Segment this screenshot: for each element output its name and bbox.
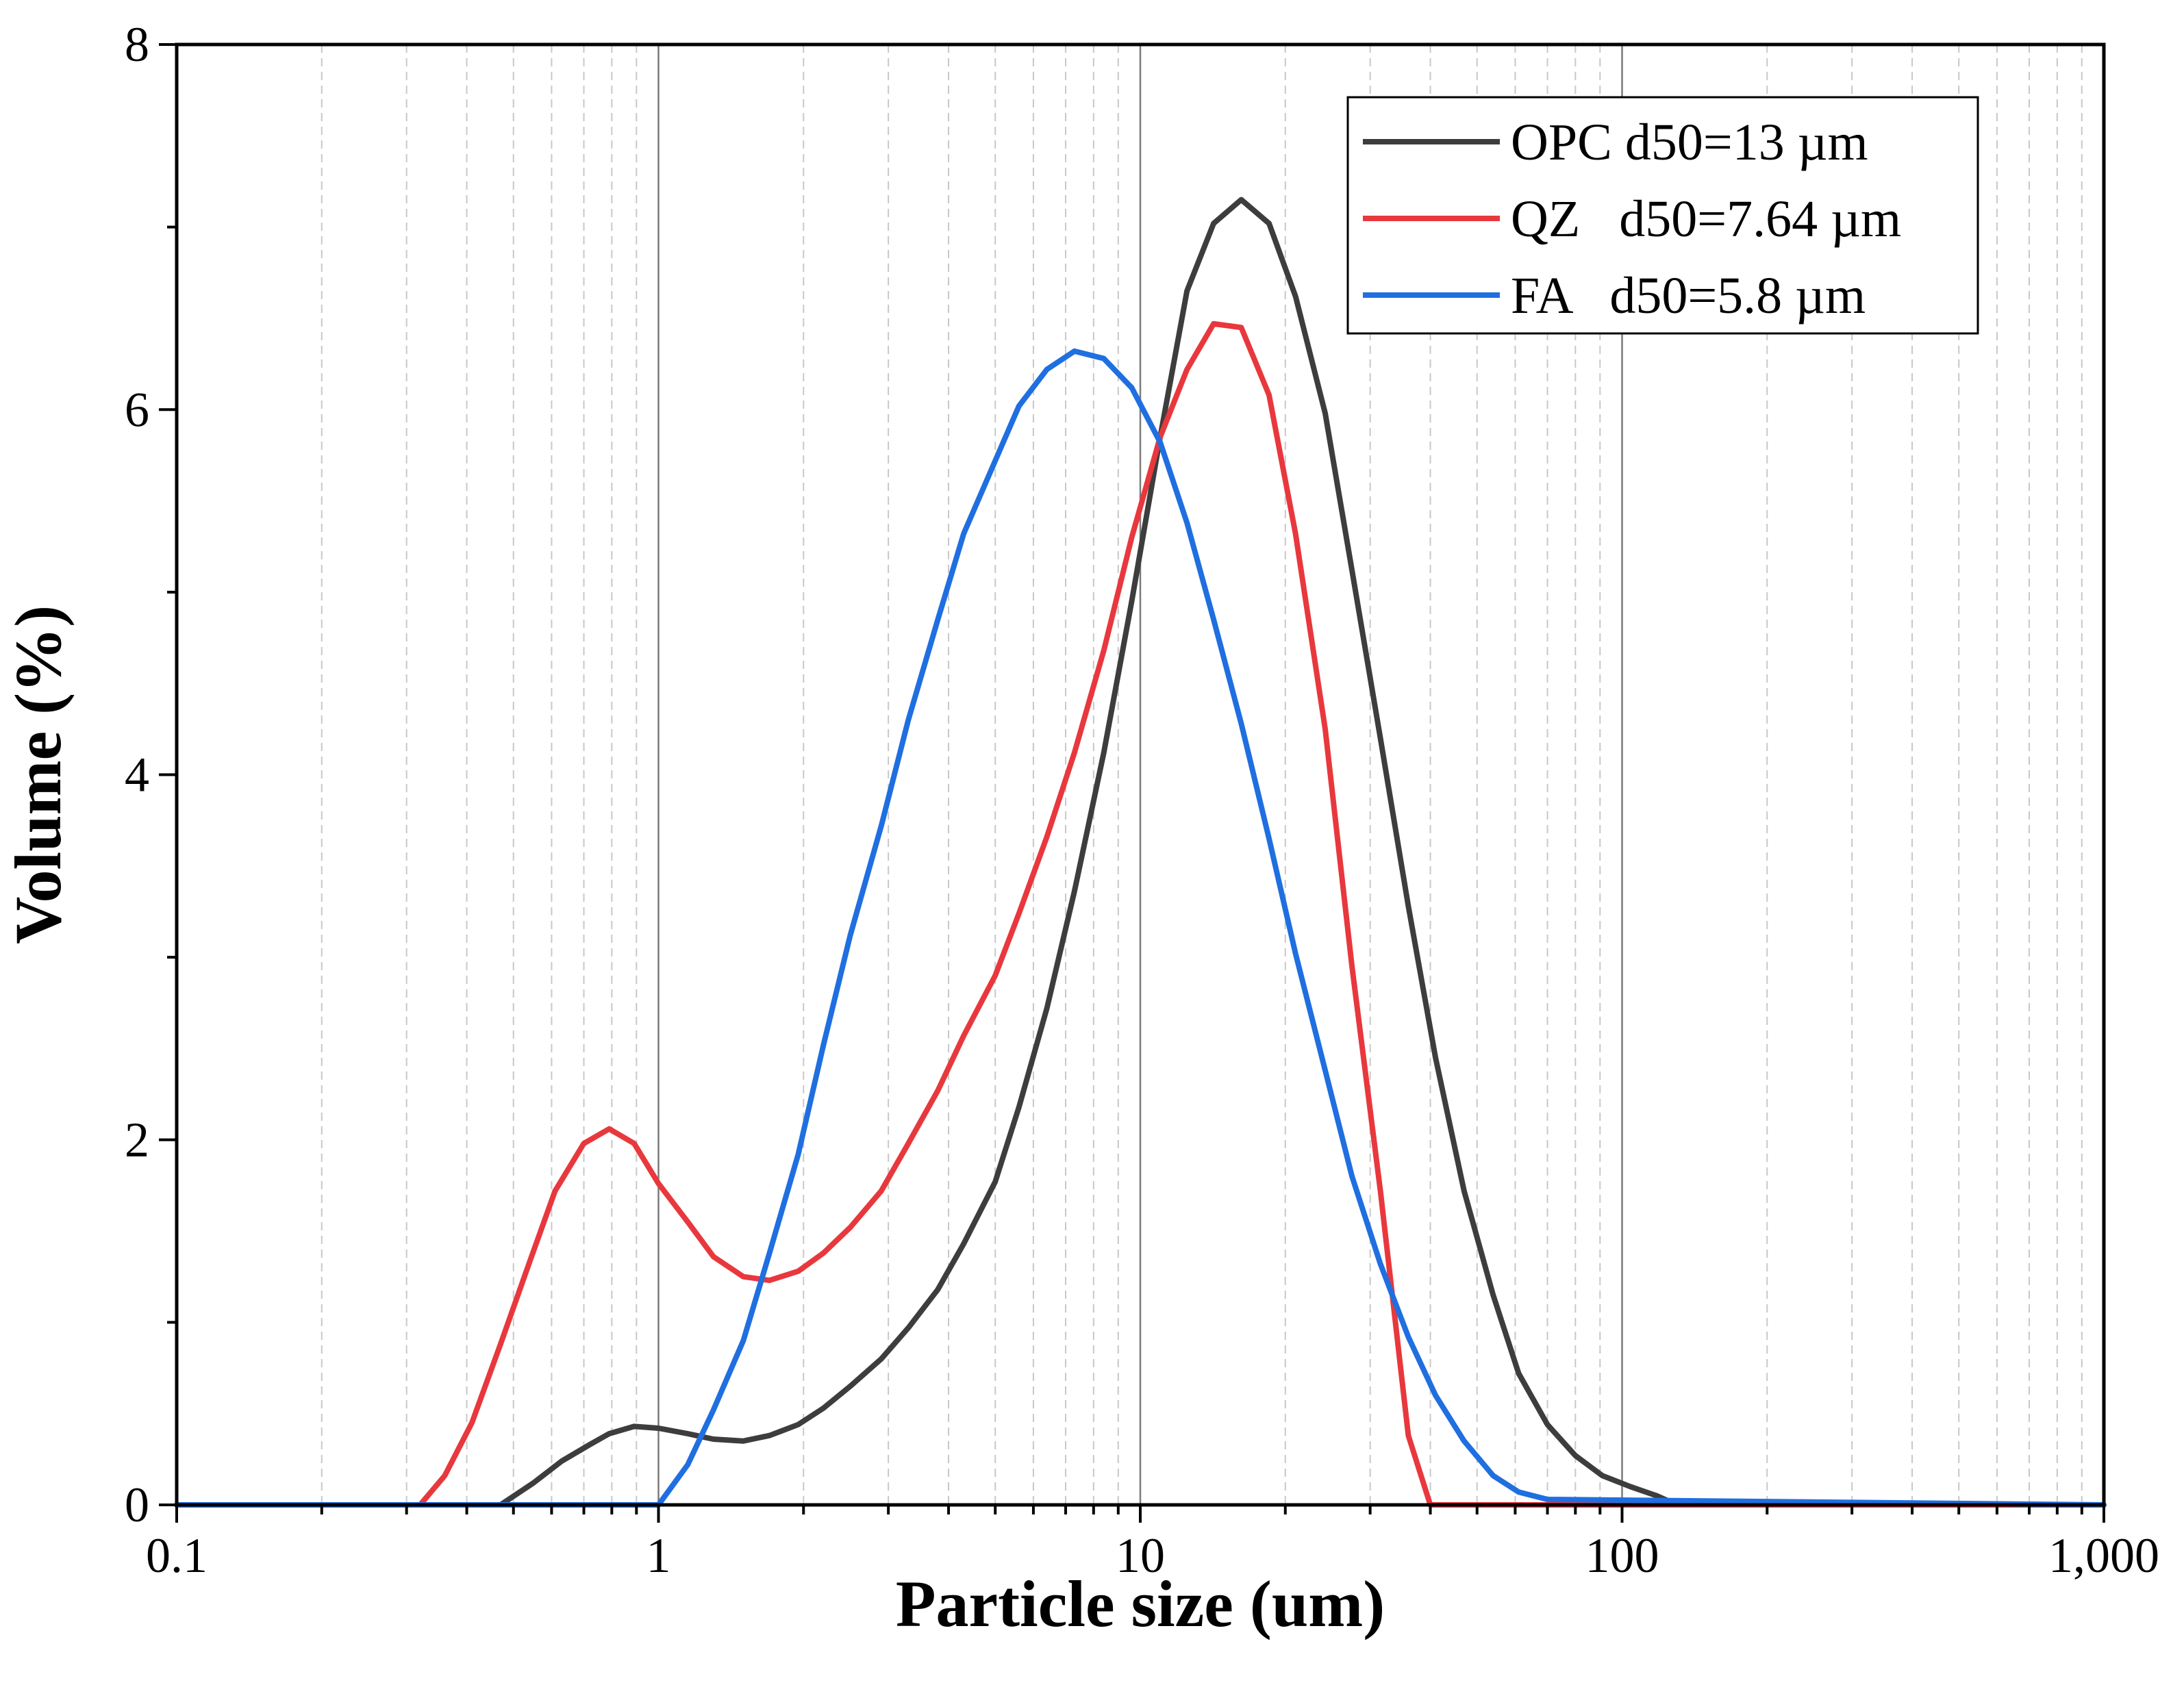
series-line-1 [174, 320, 2107, 1508]
y-tick-label: 4 [125, 748, 149, 802]
series-line-2 [174, 348, 2107, 1508]
legend-label: OPC d50=13 µm [1511, 114, 1868, 171]
x-tick-label: 0.1 [146, 1528, 208, 1583]
ticks [159, 43, 2105, 1523]
y-tick-label: 2 [125, 1113, 149, 1167]
series-lines [174, 196, 2107, 1508]
series-line-0 [174, 196, 2107, 1508]
legend-label: FA d50=5.8 µm [1511, 267, 1866, 325]
y-axis-title: Volume (%) [1, 605, 75, 944]
x-tick-label: 1,000 [2048, 1528, 2159, 1583]
y-tick-label: 0 [125, 1477, 149, 1532]
x-tick-label: 1 [647, 1528, 671, 1583]
legend-label: QZ d50=7.64 µm [1511, 190, 1901, 248]
legend: OPC d50=13 µm QZ d50=7.64 µm FA d50=5.8 µm [1346, 96, 1979, 335]
x-tick-label: 100 [1585, 1528, 1659, 1583]
y-tick-label: 8 [125, 17, 149, 72]
tick-labels: 0.1 1 10 100 1,000 0 2 4 6 8 [125, 17, 2159, 1583]
x-axis-title: Particle size (um) [896, 1567, 1385, 1640]
y-tick-label: 6 [125, 382, 149, 437]
x-tick-label: 10 [1116, 1528, 1165, 1583]
